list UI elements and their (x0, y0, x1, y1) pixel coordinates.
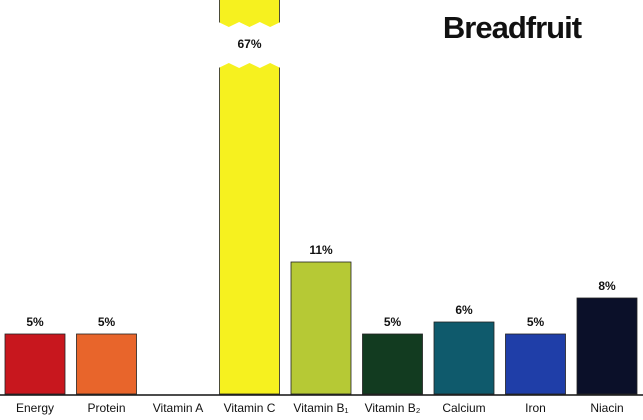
bar (290, 261, 352, 395)
x-tick-label: Protein (87, 401, 125, 415)
value-label: 11% (309, 243, 333, 257)
value-label: 5% (384, 315, 402, 329)
bar (4, 333, 66, 395)
bar (433, 321, 495, 395)
x-tick-label: Vitamin A (153, 401, 203, 415)
value-label: 6% (455, 303, 473, 317)
bar (76, 333, 137, 395)
x-tick-label: Energy (16, 401, 54, 415)
x-tick-label: Iron (525, 401, 546, 415)
bar (505, 333, 566, 395)
bar (362, 333, 423, 395)
value-label: 67% (237, 37, 261, 51)
value-label: 5% (527, 315, 545, 329)
bar-break (218, 22, 281, 68)
bar (219, 0, 280, 395)
x-tick-label: Vitamin C (224, 401, 276, 415)
value-label: 5% (98, 315, 116, 329)
value-label: 8% (598, 279, 616, 293)
chart-title: Breadfruit (443, 10, 582, 45)
value-label: 5% (26, 315, 44, 329)
x-tick-label: Niacin (590, 401, 623, 415)
x-tick-label: Calcium (442, 401, 485, 415)
bar (576, 297, 638, 395)
x-tick-label: Vitamin B₁ (293, 401, 348, 415)
x-tick-label: Vitamin B₂ (365, 401, 421, 415)
